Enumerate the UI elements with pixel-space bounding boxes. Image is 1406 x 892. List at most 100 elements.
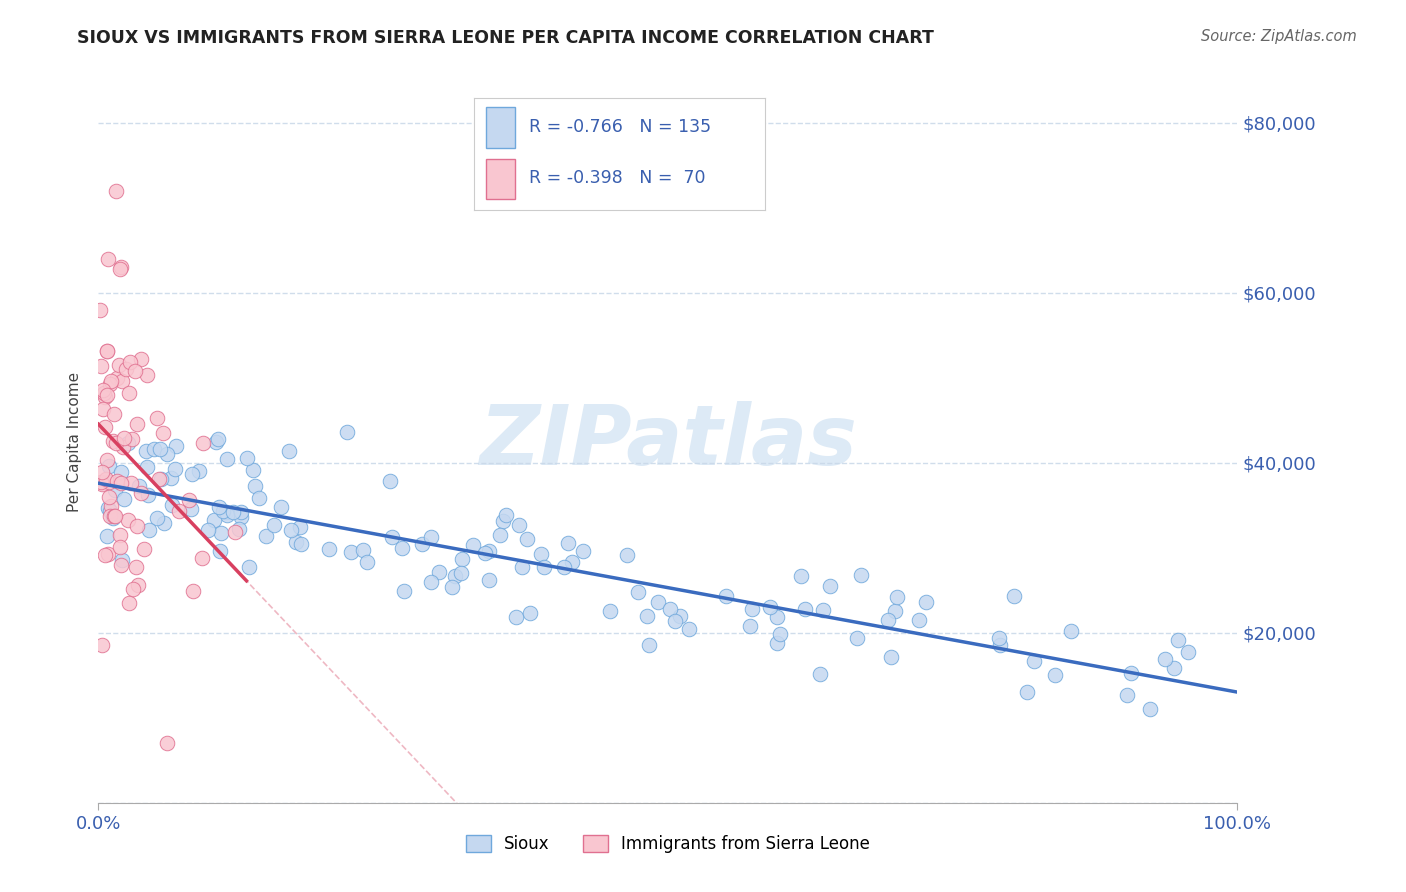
Point	[110, 374, 132, 388]
Point	[1177, 645, 1199, 659]
Point	[766, 610, 789, 624]
Legend: Sioux, Immigrants from Sierra Leone: Sioux, Immigrants from Sierra Leone	[458, 828, 877, 860]
Point	[108, 261, 131, 276]
Point	[880, 650, 903, 665]
Point	[716, 589, 738, 603]
Point	[104, 508, 127, 523]
Point	[191, 551, 214, 566]
Point	[668, 609, 690, 624]
Point	[104, 435, 127, 450]
Point	[1139, 702, 1161, 716]
Point	[450, 566, 472, 580]
Point	[93, 390, 115, 404]
Point	[290, 536, 312, 550]
Point	[215, 452, 238, 467]
Point	[100, 500, 122, 514]
Point	[647, 594, 669, 608]
Point	[146, 410, 169, 425]
Point	[207, 432, 229, 446]
Point	[463, 538, 485, 552]
Point	[845, 631, 868, 645]
Point	[231, 510, 253, 524]
Point	[112, 431, 135, 445]
Point	[165, 439, 187, 453]
Point	[127, 417, 149, 431]
Point	[120, 475, 142, 490]
Point	[440, 580, 463, 594]
Point	[616, 548, 638, 562]
Point	[148, 472, 170, 486]
Point	[209, 525, 232, 540]
Point	[738, 618, 761, 632]
Point	[741, 602, 763, 616]
Point	[120, 355, 142, 369]
Point	[149, 442, 172, 457]
Point	[637, 639, 659, 653]
Text: Source: ZipAtlas.com: Source: ZipAtlas.com	[1201, 29, 1357, 44]
Point	[914, 595, 936, 609]
Point	[411, 536, 433, 550]
Point	[769, 627, 792, 641]
Point	[510, 559, 533, 574]
Point	[90, 639, 112, 653]
Point	[636, 608, 658, 623]
Point	[790, 569, 813, 583]
Point	[93, 386, 115, 401]
Point	[110, 260, 132, 275]
Point	[110, 465, 132, 479]
Point	[91, 402, 114, 417]
Point	[100, 376, 122, 391]
Point	[104, 483, 127, 498]
Point	[1060, 624, 1083, 639]
Point	[908, 613, 931, 627]
Point	[217, 508, 239, 523]
Point	[495, 508, 517, 523]
Point	[156, 736, 179, 750]
Point	[571, 544, 593, 558]
Point	[820, 579, 842, 593]
Point	[94, 472, 117, 486]
Point	[212, 503, 235, 517]
Point	[208, 500, 231, 514]
Point	[280, 523, 302, 537]
Point	[263, 517, 285, 532]
Point	[181, 583, 204, 598]
Point	[1121, 666, 1143, 681]
Point	[136, 460, 159, 475]
Point	[278, 444, 301, 458]
Point	[204, 513, 226, 527]
Point	[515, 532, 537, 546]
Point	[98, 504, 121, 518]
Point	[156, 447, 179, 461]
Point	[90, 475, 112, 489]
Point	[270, 500, 292, 515]
Point	[336, 425, 359, 439]
Point	[103, 434, 125, 448]
Point	[143, 442, 166, 457]
Point	[356, 555, 378, 569]
Point	[478, 573, 501, 587]
Point	[110, 558, 132, 572]
Point	[110, 475, 132, 490]
Point	[808, 667, 831, 681]
Point	[419, 530, 441, 544]
Point	[222, 504, 245, 518]
Point	[245, 479, 267, 493]
Point	[339, 545, 361, 559]
Point	[488, 528, 510, 542]
Point	[209, 544, 232, 558]
Point	[378, 474, 401, 488]
Point	[627, 585, 650, 599]
Point	[129, 351, 152, 366]
Point	[90, 476, 112, 491]
Point	[111, 553, 134, 567]
Point	[105, 474, 128, 488]
Point	[96, 252, 118, 266]
Point	[100, 374, 122, 388]
Point	[110, 540, 132, 554]
Point	[254, 529, 277, 543]
Point	[127, 518, 149, 533]
Point	[180, 467, 202, 482]
Point	[1154, 651, 1177, 665]
Point	[427, 565, 450, 579]
